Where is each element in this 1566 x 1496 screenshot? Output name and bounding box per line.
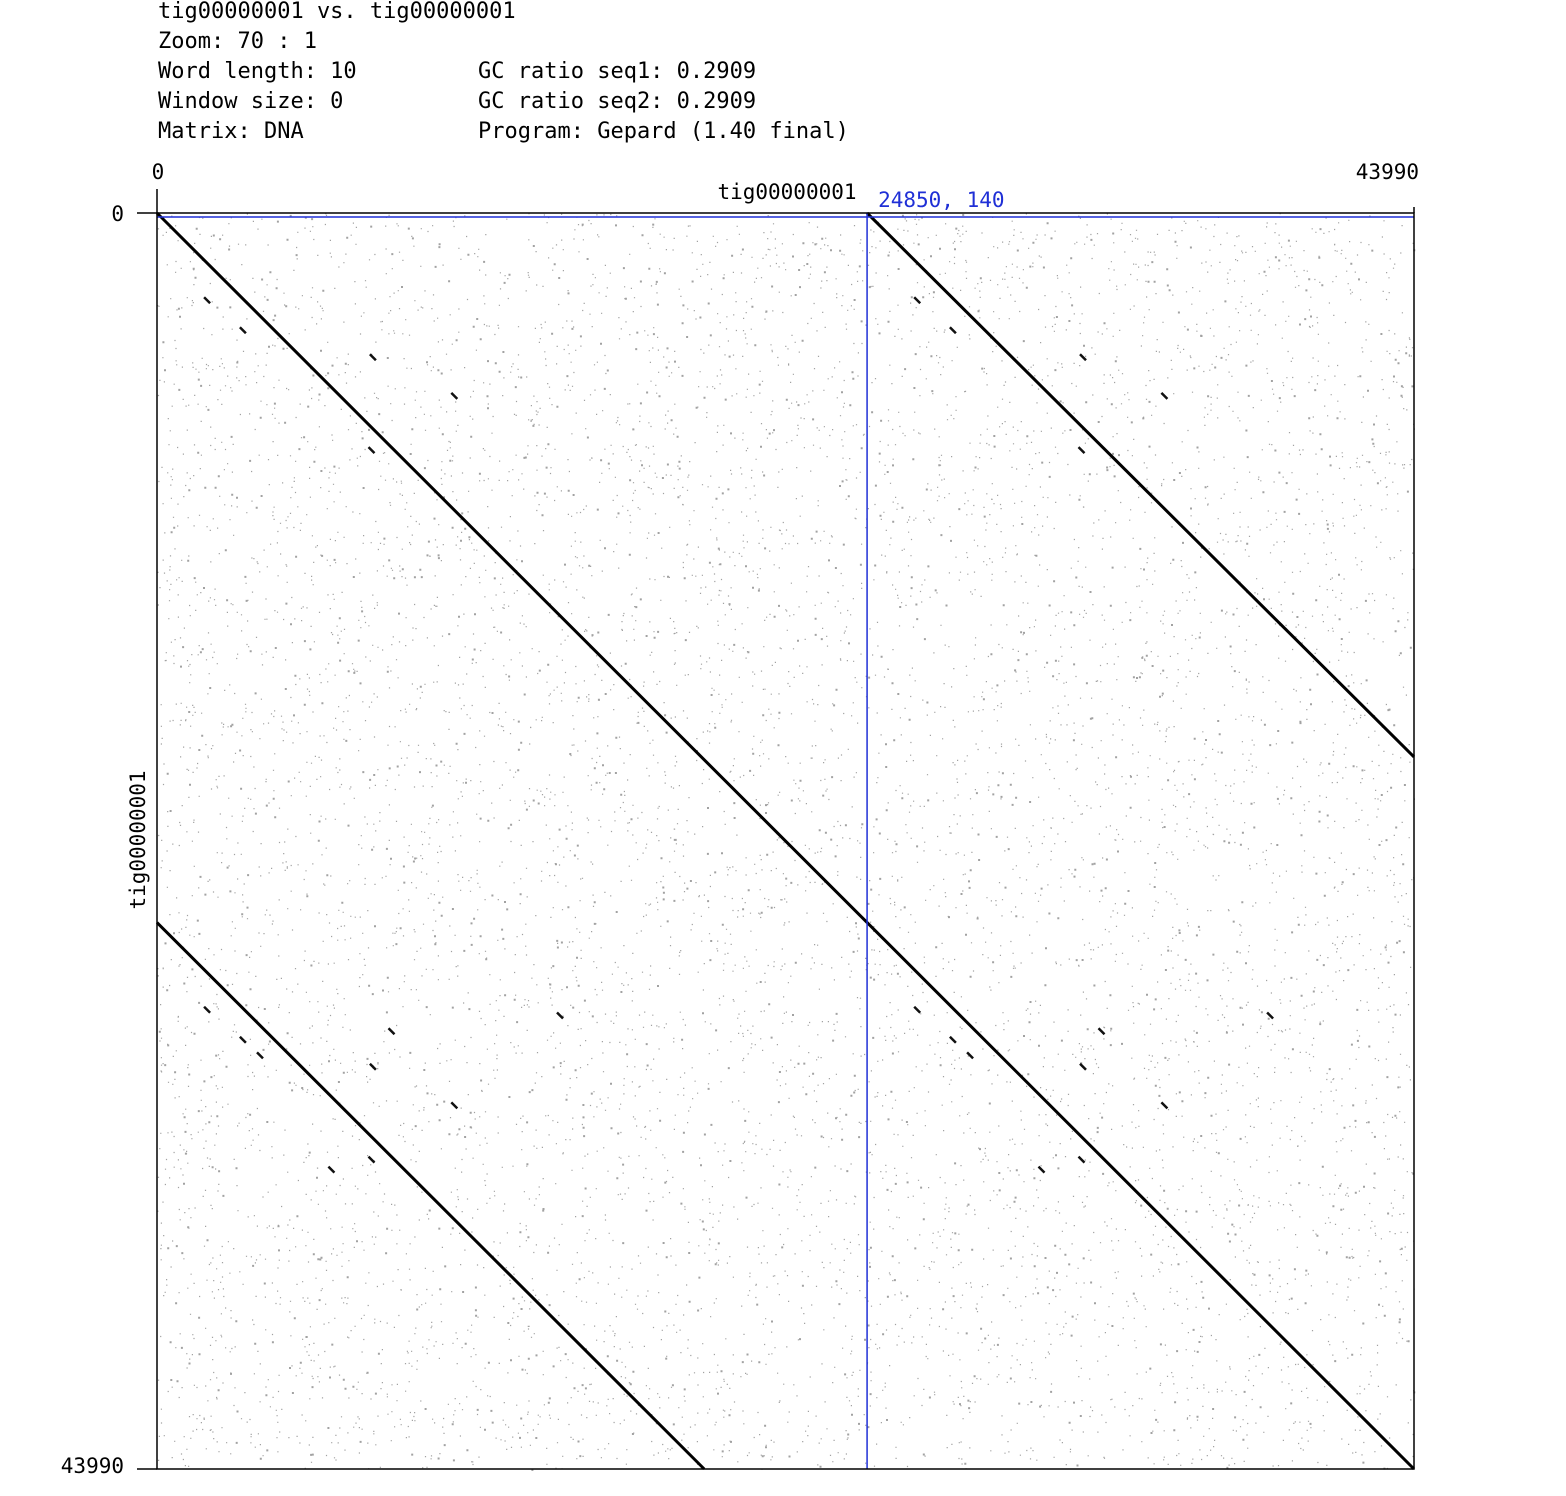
matrix-info: Matrix: DNA bbox=[158, 119, 304, 144]
zoom-info: Zoom: 70 : 1 bbox=[158, 29, 317, 54]
match-line-2 bbox=[866, 211, 1416, 758]
background-noise-dots bbox=[157, 213, 1416, 1471]
window-size-info: Window size: 0 bbox=[158, 89, 344, 114]
cursor-position-label: 24850, 140 bbox=[878, 188, 1004, 212]
x-axis-tick-label-start: 0 bbox=[152, 160, 165, 184]
match-line-3 bbox=[155, 921, 706, 1471]
x-axis-tick-label-end: 43990 bbox=[1356, 160, 1419, 184]
plot-frame bbox=[156, 212, 1415, 1470]
y-axis-tick-label-end: 43990 bbox=[61, 1454, 124, 1478]
y-axis-tick-label-start: 0 bbox=[111, 202, 124, 226]
program-info: Program: Gepard (1.40 final) bbox=[478, 119, 849, 144]
gc-ratio-seq1-info: GC ratio seq1: 0.2909 bbox=[478, 59, 757, 84]
y-axis-label: tig00000001 bbox=[126, 770, 150, 909]
match-line-1 bbox=[155, 211, 1416, 1471]
word-length-info: Word length: 10 bbox=[158, 59, 357, 84]
plot-title: tig00000001 vs. tig00000001 bbox=[158, 0, 516, 24]
x-axis-label: tig00000001 bbox=[717, 180, 856, 204]
short-match-fragments bbox=[203, 296, 1274, 1174]
gc-ratio-seq2-info: GC ratio seq2: 0.2909 bbox=[478, 89, 757, 114]
plot-axes bbox=[137, 189, 1415, 1470]
cursor-crosshair bbox=[157, 213, 1414, 1469]
match-lines bbox=[155, 211, 1416, 1471]
